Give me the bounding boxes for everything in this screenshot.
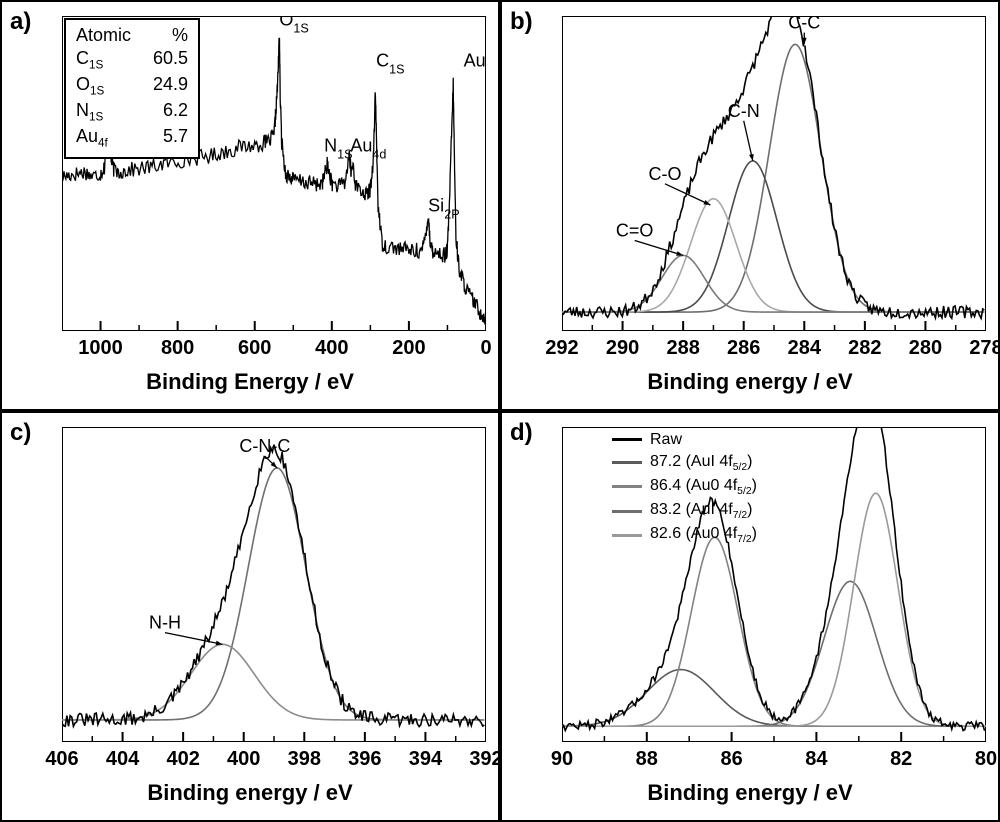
svg-text:Au4d: Au4d — [350, 135, 386, 161]
legend-label: Raw — [650, 429, 682, 451]
xtick-label: 400 — [227, 748, 260, 771]
xtick-label: 286 — [727, 337, 760, 360]
panel-a-xlabel: Binding Energy / eV — [2, 369, 498, 395]
atomic-row: N1S6.2 — [76, 99, 188, 125]
svg-text:N-H: N-H — [149, 613, 181, 633]
legend-label: 87.2 (AuI 4f5/2) — [650, 451, 753, 475]
xtick-label: 392 — [469, 748, 502, 771]
atomic-header-atomic: Atomic — [76, 24, 128, 47]
legend-swatch — [612, 461, 642, 464]
atomic-header-percent: % — [148, 24, 188, 47]
panel-c-plot: C-N-C N-H — [62, 427, 486, 742]
xtick-label: 80 — [975, 748, 997, 771]
xtick-label: 394 — [409, 748, 442, 771]
legend-swatch — [612, 534, 642, 537]
atomic-row: O1S24.9 — [76, 73, 188, 99]
xtick-label: 288 — [666, 337, 699, 360]
panel-c-label: c) — [10, 419, 31, 447]
svg-text:O1S: O1S — [279, 16, 308, 35]
panel-c-xlabel: Binding energy / eV — [2, 780, 498, 806]
svg-text:C-N-C: C-N-C — [239, 436, 290, 456]
xtick-label: 800 — [161, 337, 194, 360]
xtick-label: 284 — [788, 337, 821, 360]
panel-b-xlabel: Binding energy / eV — [502, 369, 998, 395]
xtick-label: 290 — [606, 337, 639, 360]
xtick-label: 400 — [315, 337, 348, 360]
xtick-label: 282 — [848, 337, 881, 360]
atomic-row: C1S60.5 — [76, 47, 188, 73]
xtick-label: 88 — [636, 748, 658, 771]
svg-text:C-O: C-O — [648, 164, 681, 184]
xtick-label: 90 — [551, 748, 573, 771]
atomic-row: Au4f5.7 — [76, 125, 188, 151]
xtick-label: 396 — [348, 748, 381, 771]
panel-a: a) O1SC1SN1SAu4dSi2PAu4f Binding Energy … — [0, 0, 500, 411]
legend-label: 86.4 (Au0 4f5/2) — [650, 475, 757, 499]
xtick-label: 292 — [545, 337, 578, 360]
svg-text:C1S: C1S — [376, 50, 404, 76]
svg-text:N1S: N1S — [324, 135, 352, 161]
xtick-label: 1000 — [78, 337, 123, 360]
chart-grid: a) O1SC1SN1SAu4dSi2PAu4f Binding Energy … — [0, 0, 1000, 822]
xtick-label: 278 — [969, 337, 1000, 360]
xtick-label: 600 — [238, 337, 271, 360]
panel-d-label: d) — [510, 419, 533, 447]
panel-b: b) C-C C-N C-O C=O Binding energy / eV 292 2… — [500, 0, 1000, 411]
panel-d-xlabel: Binding energy / eV — [502, 780, 998, 806]
xtick-label: 406 — [45, 748, 78, 771]
legend-label: 83.2 (AuI 4f7/2) — [650, 499, 753, 523]
xtick-label: 84 — [805, 748, 827, 771]
xtick-label: 86 — [720, 748, 742, 771]
xtick-label: 398 — [288, 748, 321, 771]
panel-a-label: a) — [10, 8, 31, 36]
xtick-label: 0 — [480, 337, 491, 360]
xtick-label: 82 — [890, 748, 912, 771]
legend-label: 82.6 (Au0 4f7/2) — [650, 523, 757, 547]
legend-swatch — [612, 510, 642, 513]
svg-text:C-C: C-C — [788, 16, 820, 33]
xtick-label: 200 — [392, 337, 425, 360]
xtick-label: 404 — [106, 748, 139, 771]
legend-swatch — [612, 485, 642, 488]
panel-b-plot: C-C C-N C-O C=O — [562, 16, 986, 331]
svg-text:Au4f: Au4f — [464, 50, 486, 76]
panel-b-label: b) — [510, 8, 533, 36]
xtick-label: 402 — [166, 748, 199, 771]
panel-c: c) C-N-C N-H Binding energy / eV 406 404 40… — [0, 411, 500, 822]
panel-d: d) Binding energy / eV 90 88 86 84 82 80 Raw87… — [500, 411, 1000, 822]
svg-text:C-N: C-N — [728, 101, 760, 121]
panel-d-legend: Raw87.2 (AuI 4f5/2)86.4 (Au0 4f5/2)83.2 … — [612, 429, 757, 548]
xtick-label: 280 — [909, 337, 942, 360]
legend-swatch — [612, 438, 642, 441]
atomic-percent-table: Atomic % C1S60.5O1S24.9N1S6.2Au4f5.7 — [64, 18, 200, 159]
svg-text:C=O: C=O — [616, 221, 654, 241]
